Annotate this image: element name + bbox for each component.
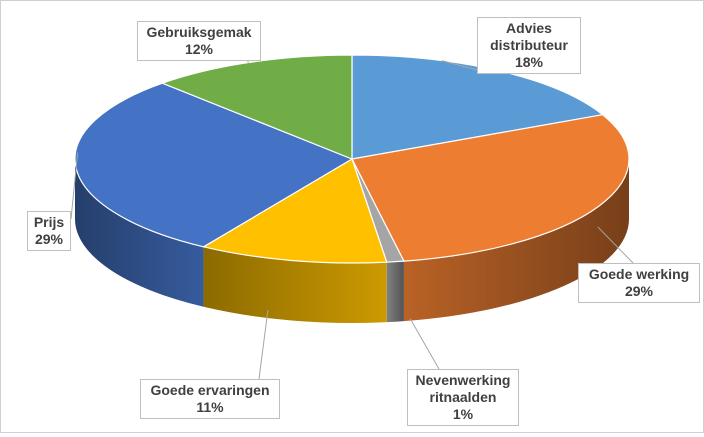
pie-slice-goede-ervaringen (201, 158, 388, 264)
pie-slice-goede-werking (351, 114, 630, 262)
leader-lines (70, 56, 634, 380)
leader-line-prijs (70, 152, 79, 220)
leader-line-nevenwerking-ritnaalden (409, 318, 440, 370)
pie-slices (74, 54, 630, 264)
pie-side-goede-ervaringen (203, 246, 387, 324)
pie-sides (75, 159, 629, 324)
label-value: 11% (196, 399, 224, 415)
data-label-prijs: Prijs 29% (27, 211, 71, 251)
data-label-nevenwerking-ritnaalden: Nevenwerking ritnaalden 1% (407, 369, 519, 426)
leader-line-goede-werking (597, 226, 634, 264)
label-name-line-1: Prijs (33, 214, 65, 230)
label-name-line-1: Goede ervaringen (150, 382, 270, 398)
pie-side-goede-werking (403, 159, 629, 322)
label-name-line-1: Nevenwerking (415, 372, 511, 388)
label-value: 12% (184, 41, 214, 57)
label-name-line-2: ritnaalden (429, 389, 497, 405)
label-name-line-1: Goede werking (588, 266, 690, 282)
label-value: 29% (624, 283, 654, 299)
pie-slice-gebruiksgemak (160, 54, 353, 160)
pie-side-prijs (75, 159, 204, 307)
label-name-line-2: distributeur (490, 37, 568, 53)
data-label-advies-distributeur: Advies distributeur 18% (477, 17, 581, 74)
label-name-line-1: Gebruiksgemak (146, 24, 252, 40)
label-value: 29% (34, 231, 64, 247)
label-name-line-1: Advies (506, 20, 552, 36)
label-value: 18% (514, 54, 544, 70)
leader-line-goede-ervaringen (258, 310, 269, 380)
data-label-gebruiksgemak: Gebruiksgemak 12% (137, 21, 261, 61)
data-label-goede-werking: Goede werking 29% (578, 263, 700, 303)
label-value: 1% (452, 406, 474, 422)
pie-side-nevenwerking-ritnaalden (386, 261, 404, 323)
data-label-goede-ervaringen: Goede ervaringen 11% (140, 379, 280, 419)
leader-line-advies-distributeur (441, 60, 482, 72)
